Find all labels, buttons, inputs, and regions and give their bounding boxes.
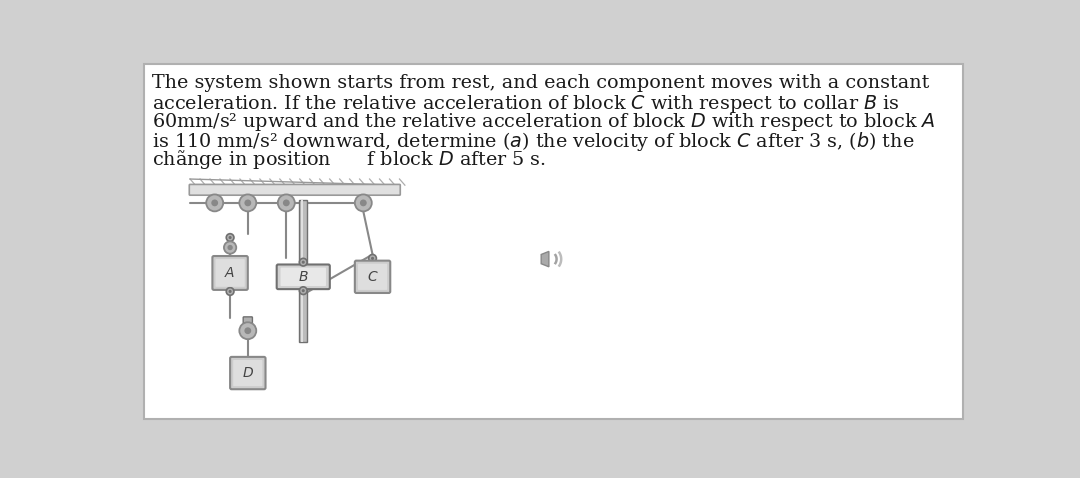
FancyBboxPatch shape <box>357 264 387 290</box>
Circle shape <box>224 241 237 254</box>
Circle shape <box>284 200 289 206</box>
FancyBboxPatch shape <box>281 268 326 286</box>
Circle shape <box>240 322 256 339</box>
Circle shape <box>228 246 232 250</box>
FancyBboxPatch shape <box>243 317 253 323</box>
Circle shape <box>245 328 251 334</box>
Circle shape <box>226 234 234 241</box>
Bar <box>299 200 307 342</box>
Circle shape <box>206 195 224 211</box>
FancyBboxPatch shape <box>355 261 390 293</box>
Text: $A$: $A$ <box>225 266 235 280</box>
Circle shape <box>299 287 307 294</box>
FancyBboxPatch shape <box>233 360 262 386</box>
Circle shape <box>229 290 231 293</box>
Circle shape <box>361 200 366 206</box>
Text: $B$: $B$ <box>298 270 309 284</box>
Circle shape <box>278 195 295 211</box>
FancyBboxPatch shape <box>144 64 963 419</box>
Bar <box>301 200 303 342</box>
Polygon shape <box>541 251 549 267</box>
Text: The system shown starts from rest, and each component moves with a constant: The system shown starts from rest, and e… <box>151 74 929 92</box>
Text: 60mm/s² upward and the relative acceleration of block $D$ with respect to block : 60mm/s² upward and the relative accelera… <box>151 111 935 133</box>
FancyBboxPatch shape <box>213 256 247 290</box>
Text: is 110 mm/s² downward, determine ($a$) the velocity of block $C$ after 3 s, ($b$: is 110 mm/s² downward, determine ($a$) t… <box>151 130 914 153</box>
FancyBboxPatch shape <box>276 264 329 289</box>
Circle shape <box>212 200 217 206</box>
Circle shape <box>368 254 377 262</box>
Circle shape <box>301 289 305 292</box>
FancyBboxPatch shape <box>230 357 266 389</box>
Circle shape <box>301 261 305 264</box>
FancyBboxPatch shape <box>216 259 245 287</box>
Text: chãnge in position     $\,\,$f block $D$ after 5 s.: chãnge in position $\,\,$f block $D$ aft… <box>151 148 545 171</box>
Text: $C$: $C$ <box>367 270 378 284</box>
Circle shape <box>372 257 374 260</box>
Circle shape <box>229 236 231 239</box>
Circle shape <box>245 200 251 206</box>
Text: $D$: $D$ <box>242 366 254 380</box>
FancyBboxPatch shape <box>189 185 401 195</box>
Text: acceleration. If the relative acceleration of block $C$ with respect to collar $: acceleration. If the relative accelerati… <box>151 93 900 115</box>
Circle shape <box>226 288 234 295</box>
Circle shape <box>240 195 256 211</box>
Circle shape <box>299 258 307 266</box>
Circle shape <box>355 195 372 211</box>
